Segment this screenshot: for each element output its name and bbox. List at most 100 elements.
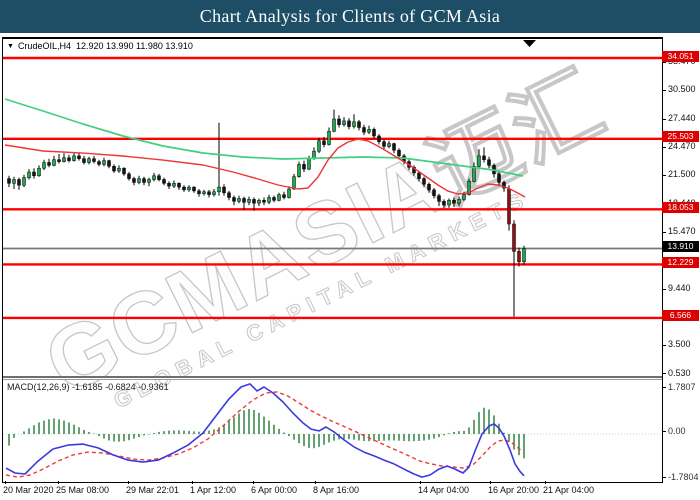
candle-body <box>502 182 506 189</box>
time-tick-mark <box>128 481 129 484</box>
title-bar: Chart Analysis for Clients of GCM Asia <box>0 0 700 33</box>
price-tick-mark <box>662 373 666 374</box>
candle-body <box>367 129 371 133</box>
chart-area[interactable]: GCMASIA迈汇 GLOBAL CAPITAL MARKETS ▼ CrudeO… <box>2 37 663 483</box>
price-tick-mark <box>662 174 666 176</box>
candle-body <box>347 120 351 127</box>
candle-body <box>377 135 381 142</box>
current-price-badge: 13.910 <box>662 241 699 253</box>
macd-tick-mark <box>662 477 666 478</box>
moving-average-green <box>4 98 524 177</box>
candle-body <box>442 201 446 206</box>
price-tick-mark <box>662 61 666 63</box>
candle-body <box>32 171 36 177</box>
candle-body <box>237 198 241 202</box>
price-tick-label: 21.500 <box>668 169 696 180</box>
time-tick-label: 1 Apr 12:00 <box>190 485 237 495</box>
ohlc-values: 12.920 13.990 11.980 13.910 <box>75 41 193 51</box>
symbol-label: CrudeOIL,H4 <box>17 41 71 51</box>
level-price-badge: 25.503 <box>662 131 699 143</box>
symbol-ohlc-readout: ▼ CrudeOIL,H4 12.920 13.990 11.980 13.910 <box>7 41 193 51</box>
candle-body <box>352 121 356 127</box>
macd-indicator-readout: MACD(12,26,9) -1.6185 -0.6824 -0.9361 <box>7 382 169 392</box>
level-price-badge: 12.229 <box>662 256 699 268</box>
candle-body <box>387 143 391 147</box>
macd-tick-mark <box>662 387 666 388</box>
candle-body <box>232 197 236 202</box>
candle-body <box>397 149 401 157</box>
macd-tick-label: 0.00 <box>668 425 686 436</box>
candle-body <box>22 177 26 186</box>
pane-separator[interactable] <box>3 376 662 380</box>
level-price-badge: 18.053 <box>662 201 699 213</box>
candle-body <box>422 178 426 185</box>
time-axis[interactable]: 20 Mar 2020 25 Mar 08:00 29 Mar 22:01 1 Apr… <box>2 481 682 499</box>
candle-body <box>172 183 176 187</box>
price-tick-mark <box>662 344 666 346</box>
time-tick-label: 6 Apr 00:00 <box>251 485 298 495</box>
candle-body <box>197 190 201 194</box>
candle-body <box>17 179 21 186</box>
candle-body <box>277 194 281 201</box>
macd-histogram <box>8 407 525 459</box>
candle-body <box>427 184 431 191</box>
price-tick-label: 15.470 <box>668 226 696 237</box>
candle-body <box>447 200 451 206</box>
time-tick-mark <box>58 481 59 484</box>
time-tick-label: 29 Mar 22:01 <box>126 485 180 495</box>
collapse-triangle-icon[interactable]: ▼ <box>7 43 14 50</box>
price-tick-mark <box>662 146 666 148</box>
candle-body <box>342 120 346 125</box>
price-tick-label: 27.440 <box>668 113 696 123</box>
time-tick-label: 21 Apr 04:00 <box>543 485 595 495</box>
candle-body <box>167 183 171 187</box>
candle-body <box>52 159 56 166</box>
candle-body <box>72 155 76 161</box>
candle-body <box>182 186 186 191</box>
time-tick-label: 8 Apr 16:00 <box>313 485 360 495</box>
candle-body <box>497 173 501 183</box>
candle-body <box>452 200 456 204</box>
candle-body <box>507 188 511 225</box>
candle-body <box>57 159 61 162</box>
macd-values: -1.6185 -0.6824 -0.9361 <box>72 382 169 392</box>
candle-body <box>212 191 216 195</box>
candle-body <box>137 178 141 183</box>
candle-body <box>467 181 471 195</box>
candle-body <box>302 164 306 170</box>
price-tick-label: 30.500 <box>668 84 696 95</box>
candle-body <box>322 140 326 145</box>
macd-pane[interactable] <box>3 380 662 482</box>
candle-body <box>82 158 86 163</box>
candle-body <box>42 162 46 169</box>
moving-average-red <box>4 138 526 198</box>
time-tick-mark <box>420 481 421 484</box>
macd-tick-mark <box>662 431 666 432</box>
level-price-badge: 34.051 <box>662 50 699 62</box>
candle-body <box>192 186 196 192</box>
candle-body <box>202 191 206 194</box>
candle-body <box>127 173 131 179</box>
time-tick-mark <box>490 481 491 484</box>
candles-layer <box>7 109 526 317</box>
price-pane[interactable] <box>3 39 662 376</box>
candle-body <box>157 175 161 180</box>
candle-body <box>252 199 256 204</box>
candle-body <box>512 223 516 252</box>
candle-body <box>392 143 396 151</box>
macd-tick-label: -1.7804 <box>668 471 699 482</box>
time-tick-label: 20 Mar 2020 <box>3 485 54 495</box>
candle-body <box>317 140 321 152</box>
price-tick-mark <box>662 231 666 233</box>
candle-body <box>247 199 251 203</box>
candle-body <box>112 166 116 172</box>
price-axis[interactable]: 33.47030.50027.44024.47021.50018.44015.4… <box>662 37 700 482</box>
candle-body <box>207 191 211 195</box>
candle-body <box>282 194 286 198</box>
candle-body <box>257 200 261 204</box>
candle-body <box>92 158 96 162</box>
candle-body <box>162 179 166 184</box>
candle-body <box>177 183 181 188</box>
page-title: Chart Analysis for Clients of GCM Asia <box>199 6 501 26</box>
candle-body <box>327 131 331 145</box>
